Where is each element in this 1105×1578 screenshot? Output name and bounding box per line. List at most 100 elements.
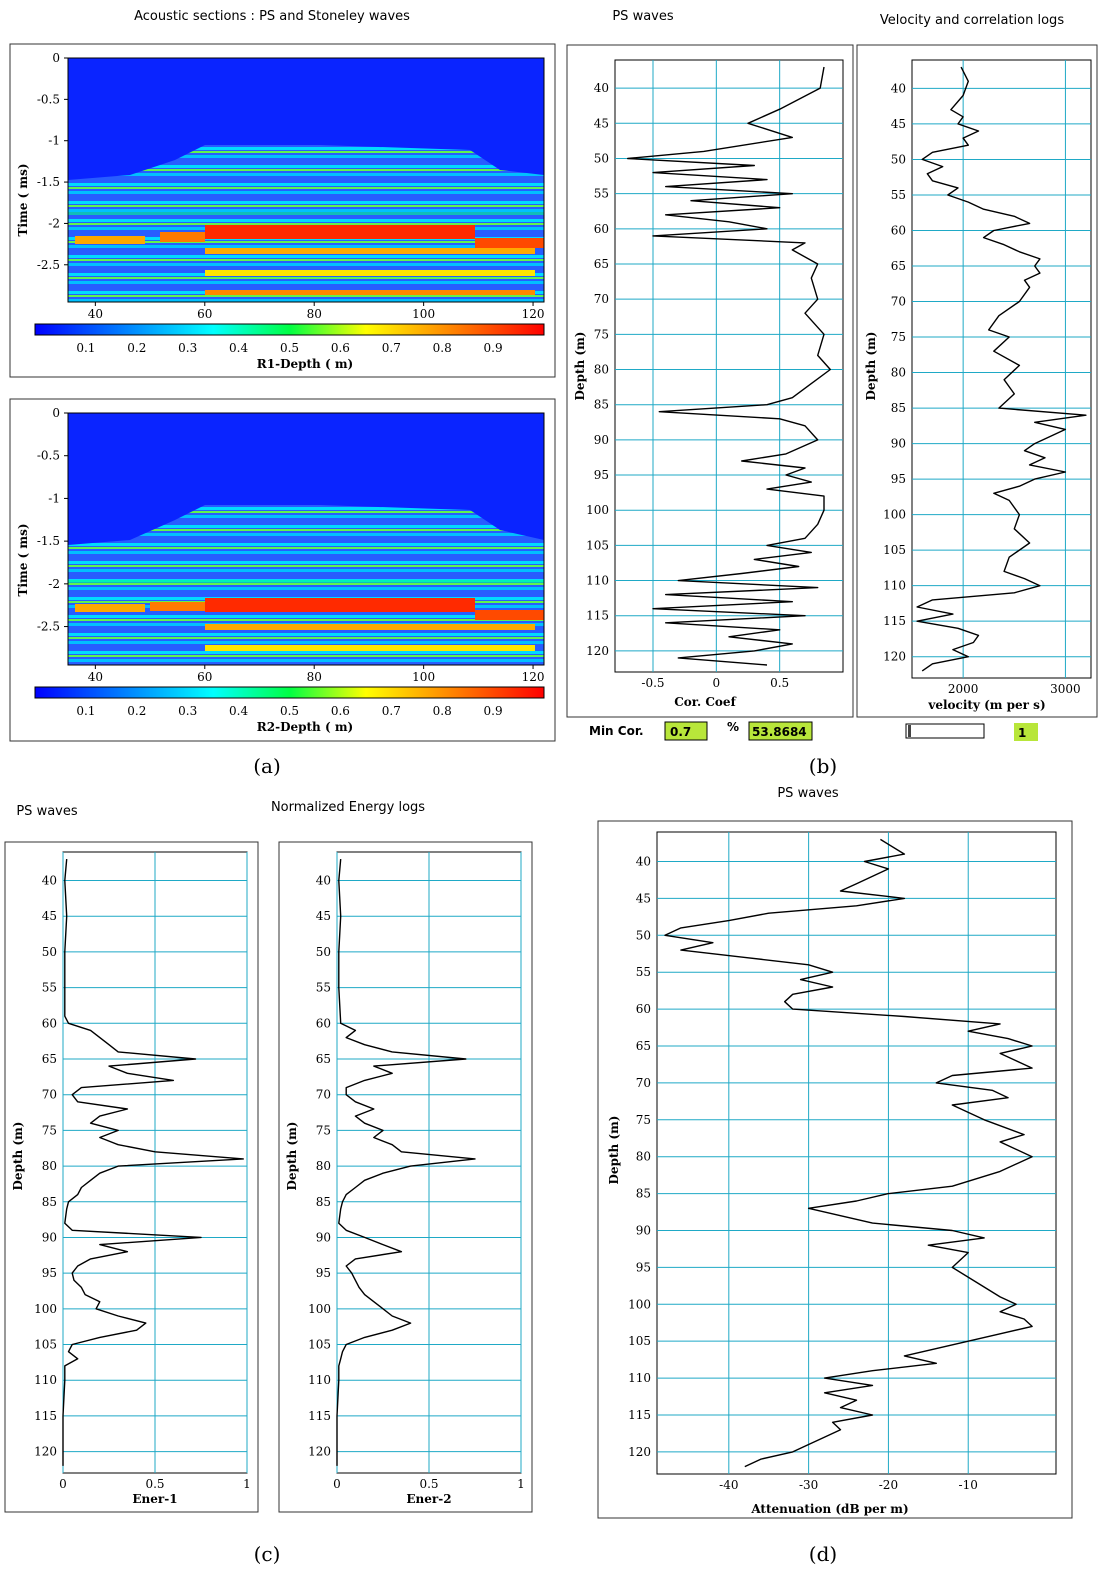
depth-tick-label: 75 <box>891 330 906 344</box>
min-cor-field[interactable] <box>664 721 708 741</box>
corcoef-xticks: -0.5 0 0.5 <box>641 676 789 690</box>
colorbar-tick-label: 0.8 <box>433 341 452 355</box>
corcoef-ylabel: Depth (m) <box>573 332 587 401</box>
min-cor-value: 0.7 <box>670 725 691 739</box>
depth-tick-label: 50 <box>316 945 331 959</box>
colorbar-tick-label: 0.4 <box>229 341 248 355</box>
heatmap-r2-axes <box>67 412 545 666</box>
colorbar-tick-label: 0.2 <box>127 341 146 355</box>
heatmap-r1-image <box>68 58 544 302</box>
ener1-xlabel: Ener-1 <box>132 1492 177 1506</box>
corcoef-curve <box>627 66 831 666</box>
depth-tick-label: 55 <box>594 187 609 201</box>
heatmap-r2-colorbar-ticks: 0.1 0.2 0.3 0.4 0.5 0.6 0.7 0.8 0.9 <box>76 704 502 718</box>
depth-tick-label: 105 <box>586 538 609 552</box>
slider-value-field[interactable] <box>1014 723 1038 741</box>
depth-tick-label: 95 <box>316 1266 331 1280</box>
depth-tick-label: 65 <box>42 1052 57 1066</box>
depth-tick-label: 85 <box>594 398 609 412</box>
depth-tick-label: 85 <box>891 401 906 415</box>
depth-tick-label: 110 <box>883 579 906 593</box>
percent-field[interactable] <box>748 721 813 741</box>
depth-tick-label: 120 <box>308 1445 331 1459</box>
heatmap-ytick-label: -2 <box>48 216 60 230</box>
velocity-curve <box>916 66 1087 672</box>
depth-tick-label: 115 <box>586 609 609 623</box>
colorbar-tick-label: 0.1 <box>76 341 95 355</box>
heatmap-ytick-label: -1 <box>48 491 60 505</box>
value-tick-label: 2000 <box>948 682 979 696</box>
title-ps-waves-b: PS waves <box>612 9 674 24</box>
depth-tick-label: 80 <box>594 363 609 377</box>
slider-track[interactable] <box>905 723 985 739</box>
title-acoustic-sections: Acoustic sections : PS and Stoneley wave… <box>134 9 410 24</box>
heatmap-r1-xlabel: R1-Depth ( m) <box>257 357 353 371</box>
velocity-axes <box>911 59 1092 679</box>
ener2-ylabel: Depth (m) <box>285 1122 299 1191</box>
heatmap-r1-colorbar <box>34 323 545 336</box>
velocity-grid <box>912 60 1091 678</box>
heatmap-r1-ylabel: Time ( ms) <box>16 164 30 237</box>
heatmap-ytick-label: 0 <box>52 406 60 420</box>
value-tick-label: 0 <box>59 1477 67 1491</box>
depth-tick-label: 45 <box>42 909 57 923</box>
value-tick-label: -30 <box>799 1478 818 1492</box>
depth-tick-label: 70 <box>891 295 906 309</box>
slider-value: 1 <box>1018 726 1026 740</box>
colorbar-tick-label: 0.9 <box>484 704 503 718</box>
depth-tick-label: 105 <box>883 543 906 557</box>
heatmap-r1-axes <box>67 57 545 303</box>
depth-tick-label: 70 <box>42 1088 57 1102</box>
heatmap-panel-r2: 0 -0.5 -1 -1.5 -2 -2.5 40 60 80 100 120 Time ( ms… <box>9 398 556 742</box>
corcoef-grid <box>615 60 843 672</box>
depth-tick-label: 110 <box>34 1373 57 1387</box>
depth-tick-label: 45 <box>891 117 906 131</box>
value-tick-label: 0.5 <box>145 1477 164 1491</box>
ener2-panel: 404550556065707580859095100105110115120 … <box>278 841 533 1513</box>
ener2-xlabel: Ener-2 <box>406 1492 451 1506</box>
depth-tick-label: 60 <box>42 1016 57 1030</box>
ener2-grid <box>336 852 522 1473</box>
ener1-grid <box>62 852 248 1473</box>
attenuation-grid <box>657 832 1056 1474</box>
colorbar-tick-label: 0.8 <box>433 704 452 718</box>
depth-tick-label: 90 <box>42 1230 57 1244</box>
colorbar-tick-label: 0.3 <box>178 704 197 718</box>
depth-tick-label: 85 <box>316 1195 331 1209</box>
ener2-curve <box>336 859 476 1466</box>
depth-tick-label: 40 <box>42 874 57 888</box>
heatmap-r1-yticks: 0 -0.5 -1 -1.5 -2 -2.5 <box>37 51 68 272</box>
heatmap-xtick-label: 80 <box>307 307 322 321</box>
depth-tick-label: 105 <box>628 1334 651 1348</box>
title-velocity-correlation: Velocity and correlation logs <box>880 13 1064 28</box>
depth-tick-label: 55 <box>42 981 57 995</box>
slider-thumb[interactable] <box>908 725 911 737</box>
depth-tick-label: 85 <box>42 1195 57 1209</box>
depth-tick-label: 40 <box>316 874 331 888</box>
percent-label: % <box>727 720 739 734</box>
subfig-label-c: (c) <box>254 1542 281 1566</box>
depth-tick-label: 65 <box>316 1052 331 1066</box>
heatmap-ytick-label: -2.5 <box>37 258 60 272</box>
heatmap-ytick-label: -2.5 <box>37 620 60 634</box>
value-tick-label: -20 <box>879 1478 898 1492</box>
heatmap-xtick-label: 60 <box>197 307 212 321</box>
depth-tick-label: 45 <box>594 116 609 130</box>
value-tick-label: 0.5 <box>770 676 789 690</box>
colorbar-tick-label: 0.1 <box>76 704 95 718</box>
value-tick-label: 0.5 <box>419 1477 438 1491</box>
depth-tick-label: 80 <box>636 1150 651 1164</box>
depth-tick-label: 95 <box>594 468 609 482</box>
heatmap-r2-ylabel: Time ( ms) <box>16 524 30 597</box>
heatmap-r2-colorbar <box>34 686 545 699</box>
subfig-label-b: (b) <box>809 754 837 778</box>
ener2-yticks: 40 45 50 55 60 65 70 75 80 85 90 95 100 105 110 115 120 <box>308 874 331 1459</box>
heatmap-ytick-label: -0.5 <box>37 92 60 106</box>
heatmap-xtick-label: 60 <box>197 670 212 684</box>
depth-tick-label: 100 <box>628 1297 651 1311</box>
depth-tick-label: 115 <box>883 614 906 628</box>
attenuation-xticks: -40 -30 -20 -10 <box>719 1478 978 1492</box>
heatmap-r2-yticks: 0 -0.5 -1 -1.5 -2 -2.5 <box>37 406 68 634</box>
depth-tick-label: 120 <box>883 650 906 664</box>
depth-tick-label: 115 <box>34 1409 57 1423</box>
